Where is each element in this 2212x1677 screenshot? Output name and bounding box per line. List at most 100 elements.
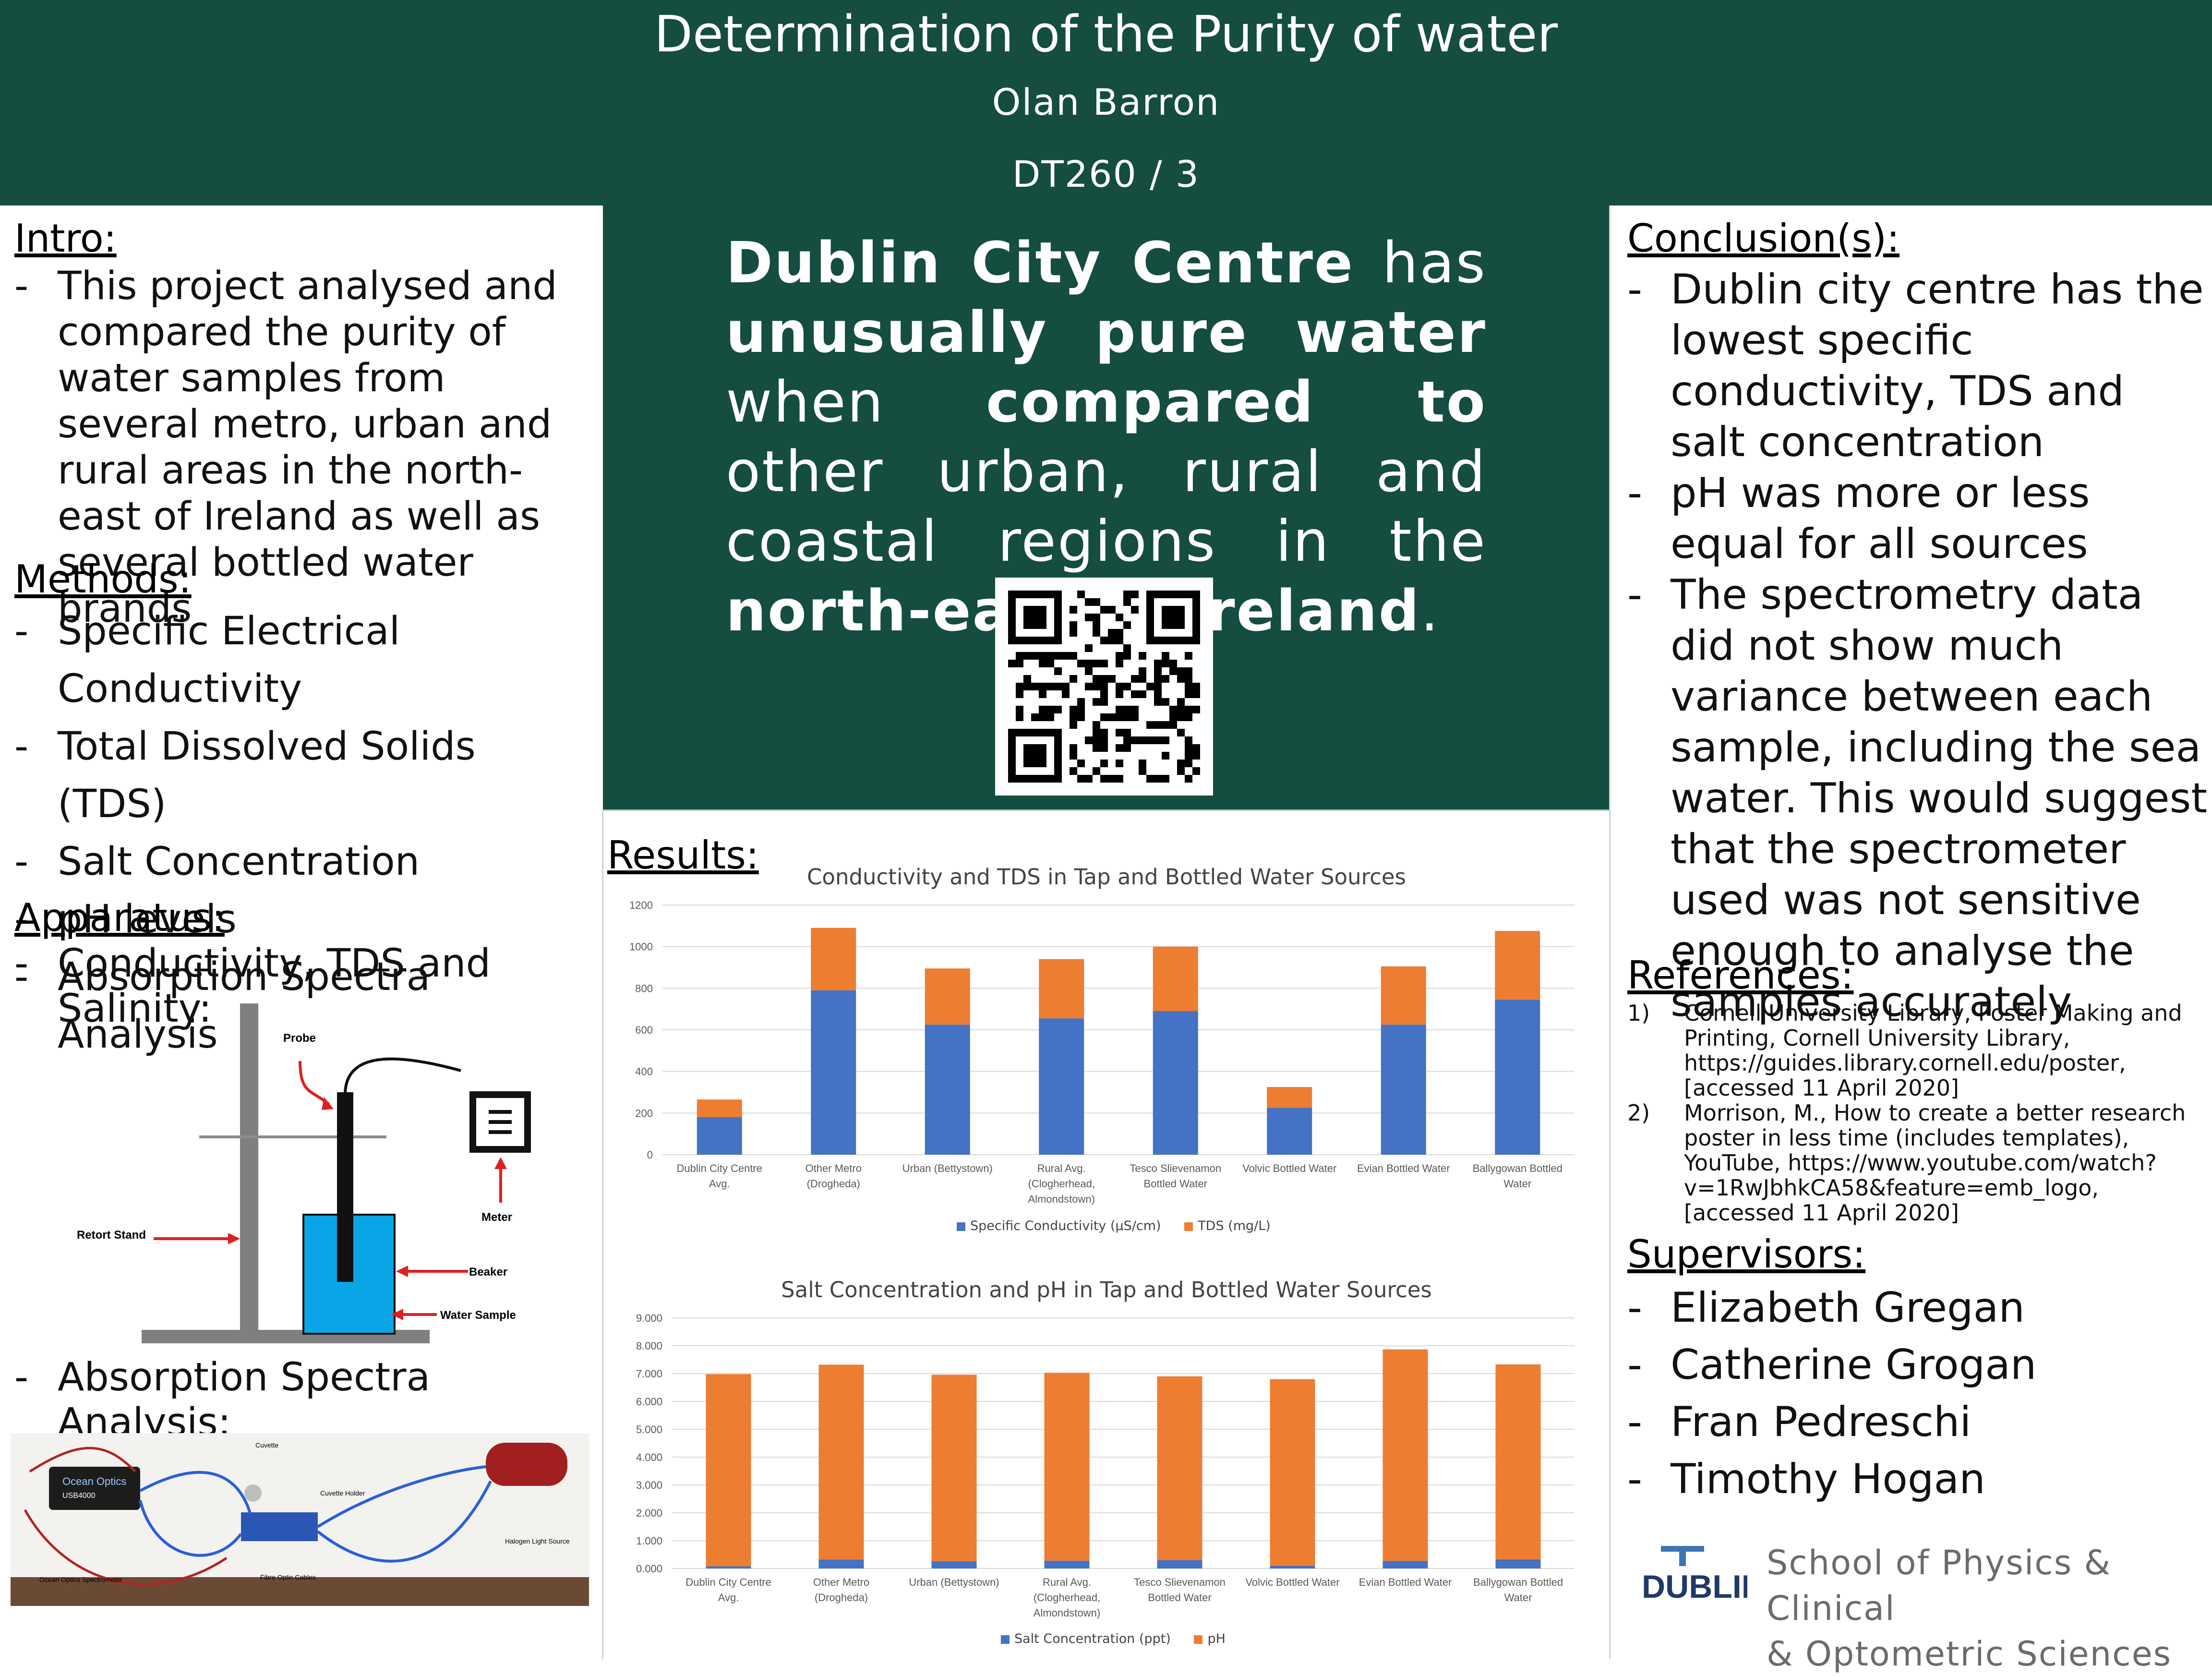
apparatus-diagram: Probe Meter Retort Stand Beaker Water Sa… <box>77 1003 531 1343</box>
bar-segment <box>1044 1373 1090 1561</box>
headline-part: compared to <box>986 369 1487 435</box>
y-tick-label: 600 <box>635 1024 653 1036</box>
probe <box>337 1092 353 1282</box>
bar-segment <box>1382 1349 1428 1561</box>
list-item: Specific Electrical Conductivity <box>14 603 595 718</box>
spectrometer-photo: Ocean Optics USB4000 Cuvette Cuvette Hol… <box>11 1433 589 1606</box>
list-item: Dublin city centre has the lowest specif… <box>1627 264 2208 468</box>
logo-text: DUBLIN <box>1642 1568 1747 1605</box>
apparatus-heading: Apparatus: <box>14 895 225 940</box>
y-tick-label: 0.000 <box>636 1563 662 1575</box>
legend-label: pH <box>1207 1631 1226 1646</box>
retort-stand-rod <box>240 1003 258 1335</box>
x-tick-label: Urban (Bettystown) <box>902 1162 993 1174</box>
legend-swatch <box>1184 1222 1193 1231</box>
legend-swatch <box>1194 1635 1203 1644</box>
cuvette <box>244 1484 262 1502</box>
list-item: pH levels <box>14 891 595 948</box>
header-banner <box>0 0 2212 205</box>
y-tick-label: 5.000 <box>636 1424 662 1436</box>
tu-dublin-logo-icon: DUBLIN <box>1642 1546 1747 1605</box>
headline-part: . <box>1420 578 1440 644</box>
probe-cable <box>344 1057 461 1095</box>
y-tick-label: 400 <box>635 1066 653 1078</box>
bar-segment <box>1153 1011 1198 1155</box>
water-label: Water Sample <box>440 1309 516 1322</box>
halogen-label: Halogen Light Source <box>505 1537 570 1545</box>
qr-code[interactable] <box>995 578 1213 796</box>
bar-segment <box>1495 1364 1541 1559</box>
y-tick-label: 4.000 <box>636 1451 662 1463</box>
bar-segment <box>706 1566 751 1568</box>
conclusions-heading: Conclusion(s): <box>1627 216 1900 261</box>
bar-segment <box>706 1374 751 1567</box>
bar-segment <box>1270 1379 1315 1566</box>
x-tick-label: Dublin City Centre Avg. <box>676 1162 762 1190</box>
bar-segment <box>811 990 856 1155</box>
references-heading: References: <box>1627 953 1854 998</box>
y-tick-label: 200 <box>635 1107 653 1119</box>
bar-segment <box>1495 1559 1541 1568</box>
absorption-list: Absorption Spectra Analysis: <box>14 1355 595 1445</box>
headline-part: has <box>1354 229 1487 296</box>
x-tick-label: Evian Bottled Water <box>1359 1576 1452 1588</box>
department-line: & Optometric Sciences <box>1767 1634 2172 1674</box>
legend-label: Specific Conductivity (µS/cm) <box>970 1219 1161 1233</box>
bar-segment <box>1381 966 1426 1025</box>
bar-segment <box>1153 946 1198 1011</box>
y-tick-label: 6.000 <box>636 1396 662 1408</box>
headline-part: when <box>726 369 986 435</box>
list-item: Elizabeth Gregan <box>1627 1279 2208 1337</box>
bar-segment <box>1381 1025 1426 1155</box>
chart-legend: Specific Conductivity (µS/cm) TDS (mg/L) <box>957 1219 1271 1233</box>
headline-part: other urban, rural and coastal regions i… <box>726 438 1487 574</box>
cuvette-label: Cuvette <box>255 1441 278 1449</box>
reference-number: 2) <box>1627 1100 1650 1126</box>
bar-segment <box>1267 1087 1312 1108</box>
bar-segment <box>1039 959 1084 1019</box>
department-name: School of Physics & Clinical & Optometri… <box>1767 1540 2208 1677</box>
x-tick-label: Rural Avg. (Clogherhead, Almondstown) <box>1034 1576 1100 1619</box>
probe-arrow <box>299 1061 330 1106</box>
headline-part: unusually pure water <box>726 299 1487 365</box>
bar-segment <box>1495 931 1540 1000</box>
chart-legend: Salt Concentration (ppt) pH <box>1001 1631 1226 1646</box>
course-code: DT260 / 3 <box>1012 153 1200 195</box>
list-item: Salt Concentration <box>14 833 595 891</box>
y-tick-label: 3.000 <box>636 1479 662 1491</box>
intro-heading: Intro: <box>14 216 117 261</box>
list-item: pH was more or less equal for all source… <box>1627 468 2208 569</box>
divider-left <box>602 809 603 1659</box>
x-tick-label: Tesco Slievenamon Bottled Water <box>1134 1576 1226 1604</box>
x-tick-label: Other Metro (Drogheda) <box>813 1576 869 1604</box>
intro-list: This project analysed and compared the p… <box>14 263 595 632</box>
spectrometer-brand: Ocean Optics <box>62 1475 126 1487</box>
x-tick-label: Volvic Bottled Water <box>1245 1576 1339 1588</box>
bar-segment <box>1157 1376 1202 1560</box>
reference-text[interactable]: Cornell University Library, Poster Makin… <box>1684 1000 2182 1101</box>
conclusions-list: Dublin city centre has the lowest specif… <box>1627 264 2208 1027</box>
bar-segment <box>697 1099 742 1117</box>
bar-segment <box>931 1561 977 1568</box>
list-item: Total Dissolved Solids (TDS) <box>14 718 595 833</box>
list-item: Fran Pedreschi <box>1627 1394 2208 1451</box>
legend-swatch <box>957 1222 965 1231</box>
bar-segment <box>1044 1560 1090 1568</box>
methods-heading: Methods: <box>14 557 192 602</box>
y-tick-label: 1.000 <box>636 1535 662 1547</box>
bar-segment <box>925 1025 970 1155</box>
apparatus-list: Conductivity, TDS and Salinity: <box>14 941 595 1031</box>
supervisors-list: Elizabeth Gregan Catherine Grogan Fran P… <box>1627 1279 2208 1508</box>
bar-segment <box>1267 1108 1312 1155</box>
spectrometer-model: USB4000 <box>62 1492 96 1500</box>
qr-code-image <box>1008 591 1200 783</box>
reference-number: 1) <box>1627 1000 1650 1026</box>
list-item: Absorption Spectra Analysis: <box>14 1355 595 1445</box>
spectrometer-device <box>49 1467 140 1510</box>
poster-title: Determination of the Purity of water <box>654 5 1558 63</box>
y-tick-label: 7.000 <box>636 1368 662 1380</box>
references-list: 1) Cornell University Library, Poster Ma… <box>1627 1001 2201 1225</box>
x-tick-label: Volvic Bottled Water <box>1242 1162 1336 1174</box>
reference-text[interactable]: Morrison, M., How to create a better res… <box>1684 1100 2186 1226</box>
bar-segment <box>697 1117 742 1155</box>
